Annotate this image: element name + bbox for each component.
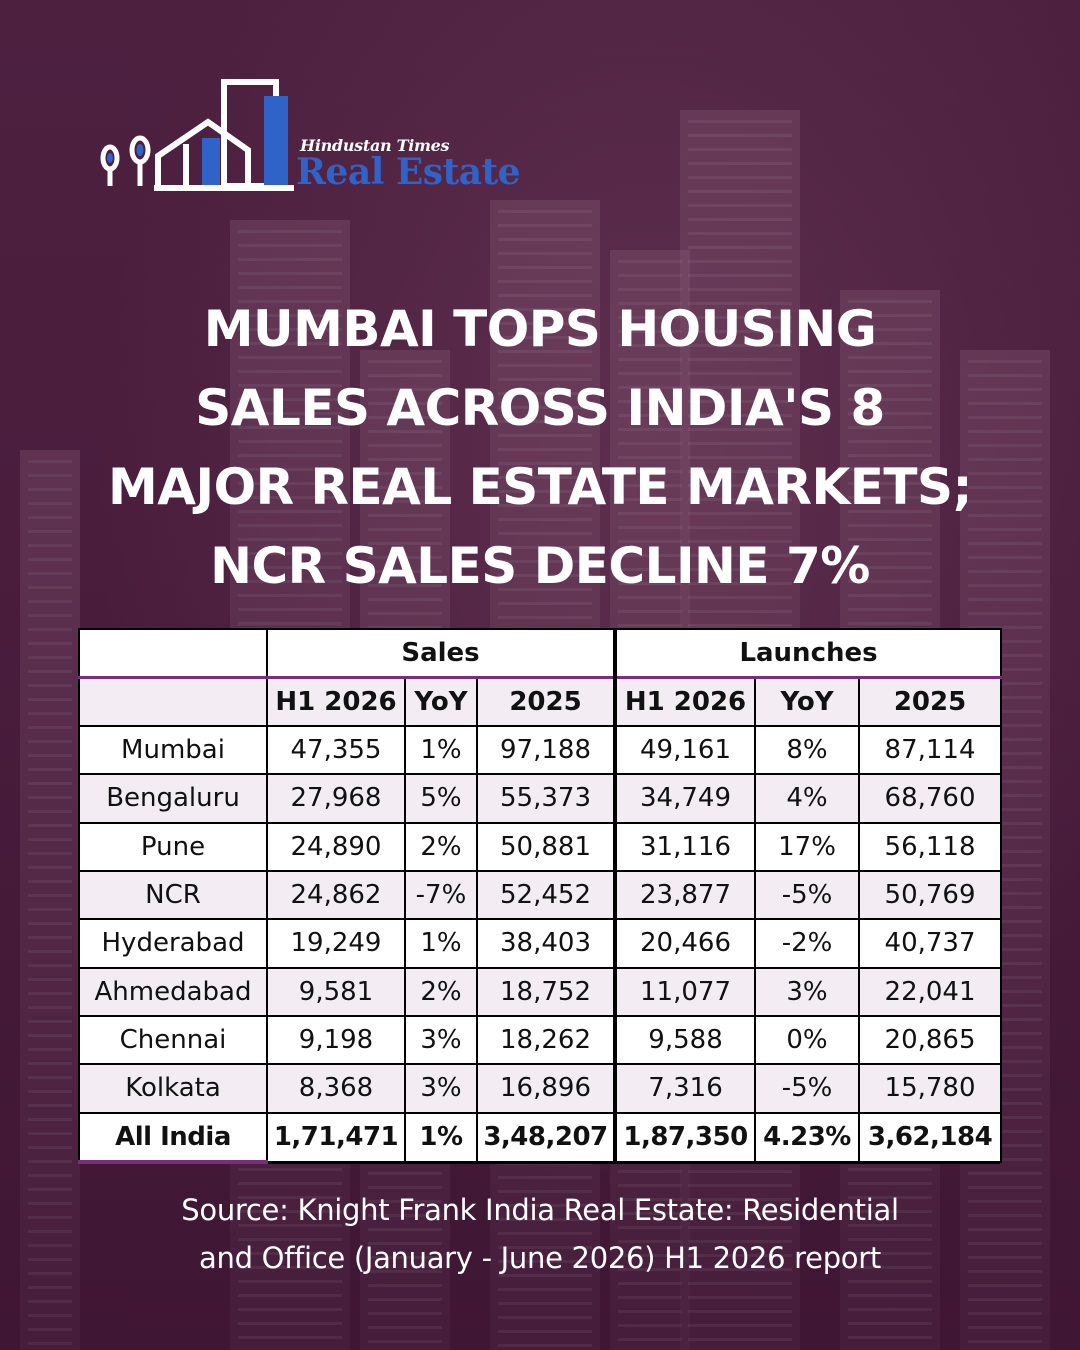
table-row: Bengaluru 27,968 5% 55,373 34,749 4% 68,760 (78, 773, 1003, 824)
value-cell: 3,48,207 (475, 1111, 617, 1163)
value-cell: 24,862 (266, 869, 406, 921)
column-header: 2025 (475, 676, 617, 727)
value-cell: 4% (754, 773, 861, 824)
value-cell: 22,041 (858, 966, 1003, 1017)
headline-line: SALES ACROSS INDIA'S 8 (195, 379, 885, 437)
value-cell: 5% (404, 773, 478, 824)
value-cell: 1,87,350 (613, 1111, 757, 1163)
city-cell: Hyderabad (78, 918, 268, 969)
value-cell: 17% (754, 821, 861, 872)
value-cell: 56,118 (858, 821, 1003, 872)
value-cell: 38,403 (475, 918, 617, 969)
value-cell: 4.23% (754, 1111, 861, 1163)
value-cell: 18,262 (475, 1014, 617, 1066)
value-cell: 11,077 (613, 966, 757, 1017)
city-cell: All India (78, 1111, 268, 1164)
table-row: Chennai 9,198 3% 18,262 9,588 0% 20,865 (78, 1014, 1003, 1066)
total-row: All India 1,71,471 1% 3,48,207 1,87,350 4.23%… (78, 1111, 1003, 1164)
source-line: Source: Knight Frank India Real Estate: … (181, 1193, 899, 1227)
value-cell: 20,466 (613, 918, 757, 969)
value-cell: 50,881 (475, 821, 617, 872)
table-row: NCR 24,862 -7% 52,452 23,877 -5% 50,769 (78, 869, 1003, 921)
value-cell: 9,198 (266, 1014, 406, 1066)
city-cell: NCR (78, 869, 268, 921)
value-cell: 68,760 (858, 773, 1003, 824)
headline-line: MUMBAI TOPS HOUSING (203, 300, 877, 358)
brand-publisher: Hindustan Times (300, 136, 450, 155)
value-cell: 18,752 (475, 966, 617, 1017)
value-cell: 3% (754, 966, 861, 1017)
value-cell: 0% (754, 1014, 861, 1066)
value-cell: 31,116 (613, 821, 757, 872)
column-header: 2025 (858, 676, 1003, 727)
city-cell: Ahmedabad (78, 966, 268, 1017)
value-cell: 1% (404, 1111, 478, 1163)
brand-name: Real Estate (296, 151, 521, 193)
column-header: YoY (754, 676, 861, 727)
header-blank (78, 628, 268, 679)
table-row: Ahmedabad 9,581 2% 18,752 11,077 3% 22,041 (78, 966, 1003, 1017)
value-cell: 8,368 (266, 1063, 406, 1114)
value-cell: -5% (754, 869, 861, 921)
city-cell: Bengaluru (78, 773, 268, 824)
value-cell: 8% (754, 724, 861, 776)
header-blank (78, 676, 268, 727)
value-cell: 7,316 (613, 1063, 757, 1114)
city-cell: Kolkata (78, 1063, 268, 1114)
value-cell: 1,71,471 (266, 1111, 406, 1163)
value-cell: 52,452 (475, 869, 617, 921)
value-cell: 9,588 (613, 1014, 757, 1066)
headline-line: MAJOR REAL ESTATE MARKETS; (108, 458, 972, 516)
housing-data-table: Sales Launches H1 2026 YoY 2025 H1 2026 … (78, 628, 1003, 1164)
value-cell: 55,373 (475, 773, 617, 824)
column-header: H1 2026 (613, 676, 757, 727)
column-header: YoY (404, 676, 478, 727)
value-cell: 20,865 (858, 1014, 1003, 1066)
city-cell: Mumbai (78, 724, 268, 776)
value-cell: 49,161 (613, 724, 757, 776)
value-cell: 16,896 (475, 1063, 617, 1114)
value-cell: 3% (404, 1014, 478, 1066)
group-header-launches: Launches (613, 628, 1003, 679)
group-header-sales: Sales (265, 628, 617, 679)
table-row: Kolkata 8,368 3% 16,896 7,316 -5% 15,780 (78, 1063, 1003, 1114)
value-cell: 3% (404, 1063, 478, 1114)
value-cell: 87,114 (858, 724, 1003, 776)
value-cell: 2% (404, 821, 478, 872)
value-cell: 34,749 (613, 773, 757, 824)
house-buildings-icon (100, 79, 294, 191)
value-cell: 19,249 (266, 918, 406, 969)
value-cell: 9,581 (266, 966, 406, 1017)
value-cell: 3,62,184 (858, 1111, 1003, 1163)
city-cell: Chennai (78, 1014, 268, 1066)
value-cell: 40,737 (858, 918, 1003, 969)
table-row: Mumbai 47,355 1% 97,188 49,161 8% 87,114 (78, 724, 1003, 776)
value-cell: -2% (754, 918, 861, 969)
value-cell: 2% (404, 966, 478, 1017)
value-cell: 27,968 (266, 773, 406, 824)
headline-line: NCR SALES DECLINE 7% (210, 537, 870, 595)
column-header: H1 2026 (266, 676, 406, 727)
source-line: and Office (January - June 2026) H1 2026… (199, 1241, 881, 1275)
table-row: Hyderabad 19,249 1% 38,403 20,466 -2% 40,737 (78, 918, 1003, 969)
value-cell: 1% (404, 918, 478, 969)
headline: MUMBAI TOPS HOUSING SALES ACROSS INDIA'S… (40, 290, 1040, 606)
brand-logo: Hindustan Times Real Estate (98, 78, 521, 196)
value-cell: 97,188 (475, 724, 617, 776)
value-cell: -7% (404, 869, 478, 921)
value-cell: 50,769 (858, 869, 1003, 921)
table-row: Pune 24,890 2% 50,881 31,116 17% 56,118 (78, 821, 1003, 872)
value-cell: -5% (754, 1063, 861, 1114)
value-cell: 24,890 (266, 821, 406, 872)
source-note: Source: Knight Frank India Real Estate: … (40, 1186, 1040, 1282)
value-cell: 1% (404, 724, 478, 776)
city-cell: Pune (78, 821, 268, 872)
value-cell: 47,355 (266, 724, 406, 776)
value-cell: 23,877 (613, 869, 757, 921)
value-cell: 15,780 (858, 1063, 1003, 1114)
